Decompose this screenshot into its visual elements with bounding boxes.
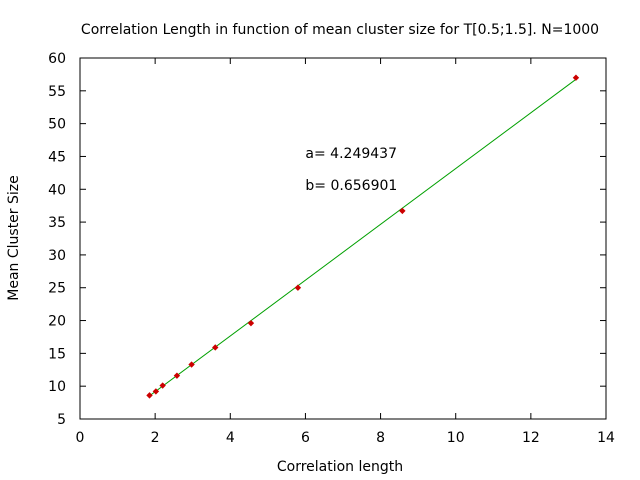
data-point <box>399 207 406 215</box>
x-tick-label: 0 <box>76 430 85 446</box>
fit-parameter-label: a= 4.249437 <box>305 146 397 162</box>
plot-area-frame <box>79 57 607 420</box>
chart-title: Correlation Length in function of mean c… <box>81 22 599 38</box>
annotation-layer: a= 4.249437 b= 0.656901 <box>305 146 397 194</box>
data-point <box>173 372 181 379</box>
x-axis: 0 2 4 6 8 10 12 14 <box>76 58 615 446</box>
x-tick-label: 2 <box>151 430 160 446</box>
fit-line <box>149 78 577 397</box>
data-point <box>212 344 219 351</box>
y-tick-label: 20 <box>48 314 66 330</box>
y-tick-label: 40 <box>48 182 66 198</box>
y-tick-label: 55 <box>48 84 66 100</box>
x-tick-label: 8 <box>376 430 385 446</box>
fit-parameter-label: b= 0.656901 <box>305 178 397 194</box>
data-point <box>146 392 153 399</box>
data-point <box>152 388 160 395</box>
y-tick-label: 60 <box>48 51 66 67</box>
y-tick-label: 5 <box>57 412 66 428</box>
data-point <box>247 319 255 327</box>
data-point <box>159 382 166 389</box>
x-tick-label: 10 <box>447 430 465 446</box>
y-axis: 5 10 15 20 25 30 35 40 45 50 55 60 <box>48 51 606 428</box>
x-axis-label: Correlation length <box>277 459 403 475</box>
x-tick-label: 4 <box>226 430 235 446</box>
y-axis-label: Mean Cluster Size <box>6 175 22 300</box>
x-tick-label: 12 <box>522 430 540 446</box>
x-tick-label: 14 <box>597 430 615 446</box>
y-tick-label: 10 <box>48 379 66 395</box>
series-layer <box>146 74 580 399</box>
y-tick-label: 30 <box>48 248 66 264</box>
x-tick-label: 6 <box>301 430 310 446</box>
y-tick-label: 45 <box>48 149 66 165</box>
data-point <box>188 361 195 368</box>
data-point <box>572 74 580 81</box>
data-point <box>294 284 302 291</box>
y-tick-label: 25 <box>48 281 66 297</box>
y-tick-label: 15 <box>48 346 66 362</box>
y-tick-label: 35 <box>48 215 66 231</box>
y-tick-label: 50 <box>48 117 66 133</box>
